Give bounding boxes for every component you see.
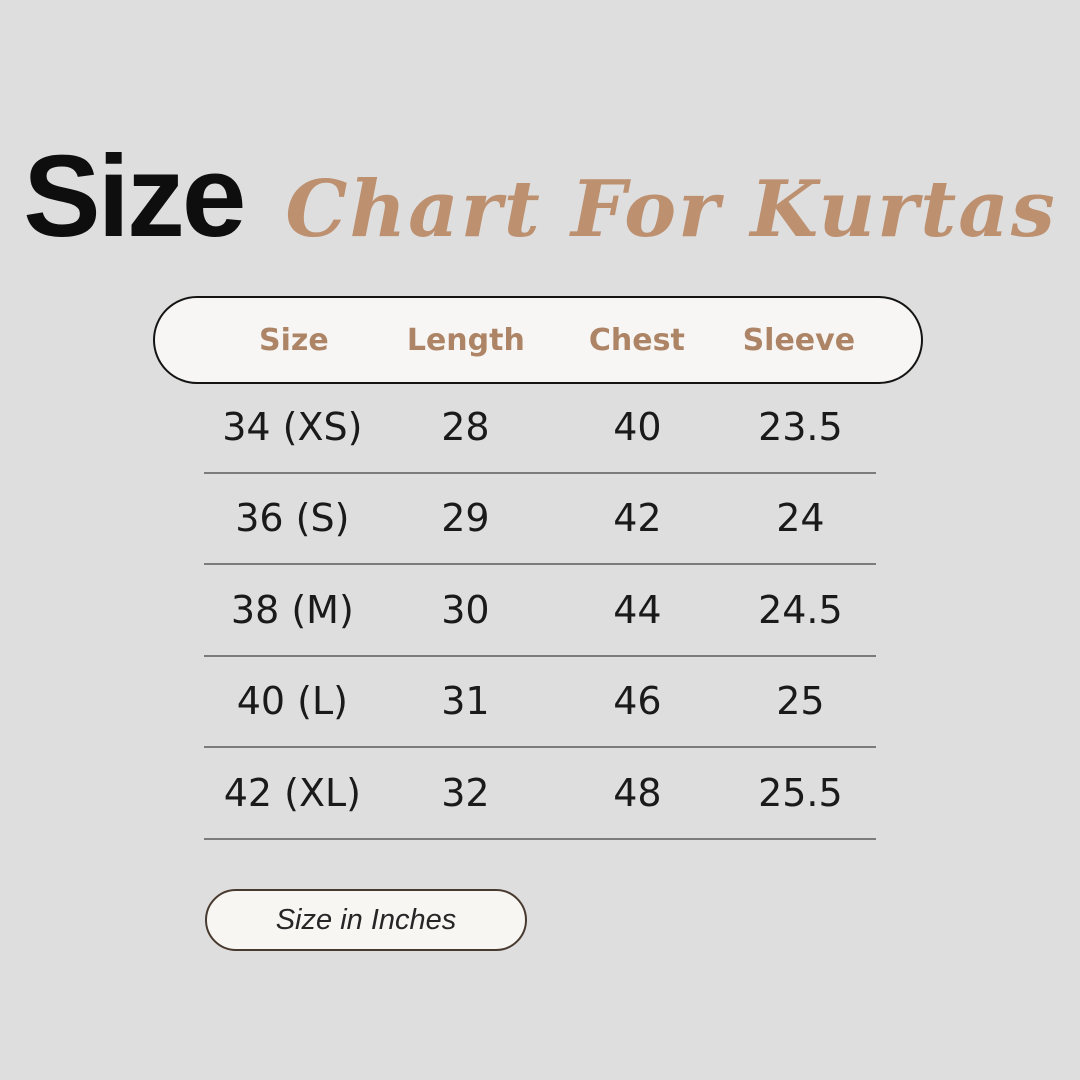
table-row: 38 (M) 30 44 24.5 xyxy=(204,565,876,657)
cell-sleeve: 23.5 xyxy=(758,404,843,449)
cell-sleeve: 25 xyxy=(776,679,825,724)
cell-length: 29 xyxy=(441,496,490,541)
page-title: Size Chart For Kurtas xyxy=(0,138,1080,254)
cell-chest: 42 xyxy=(613,496,662,541)
table-row: 42 (XL) 32 48 25.5 xyxy=(204,748,876,840)
table-row: 36 (S) 29 42 24 xyxy=(204,474,876,565)
cell-length: 30 xyxy=(441,587,490,632)
size-table-body: 34 (XS) 28 40 23.5 36 (S) 29 42 24 38 (M… xyxy=(204,382,876,840)
column-header-chest: Chest xyxy=(588,322,685,358)
cell-length: 32 xyxy=(441,770,490,815)
size-unit-label: Size in Inches xyxy=(275,903,457,936)
cell-size: 42 (XL) xyxy=(223,770,362,815)
column-header-length: Length xyxy=(406,322,525,358)
cell-sleeve: 24 xyxy=(776,496,825,541)
table-header-pill: Size Length Chest Sleeve xyxy=(153,296,923,384)
cell-size: 38 (M) xyxy=(230,587,354,632)
size-unit-badge: Size in Inches xyxy=(205,889,527,951)
column-header-size: Size xyxy=(258,322,329,358)
title-accent: Chart For Kurtas xyxy=(285,164,1057,255)
cell-sleeve: 25.5 xyxy=(758,770,843,815)
title-main: Size xyxy=(23,131,246,261)
cell-sleeve: 24.5 xyxy=(758,587,843,632)
cell-chest: 44 xyxy=(613,587,662,632)
cell-size: 36 (S) xyxy=(235,496,350,541)
cell-chest: 40 xyxy=(613,404,662,449)
table-row: 34 (XS) 28 40 23.5 xyxy=(204,382,876,474)
table-row: 40 (L) 31 46 25 xyxy=(204,657,876,748)
column-header-sleeve: Sleeve xyxy=(742,322,856,358)
cell-size: 40 (L) xyxy=(236,679,348,724)
cell-chest: 48 xyxy=(613,770,662,815)
cell-length: 31 xyxy=(441,679,490,724)
cell-size: 34 (XS) xyxy=(222,404,363,449)
cell-chest: 46 xyxy=(613,679,662,724)
cell-length: 28 xyxy=(441,404,490,449)
